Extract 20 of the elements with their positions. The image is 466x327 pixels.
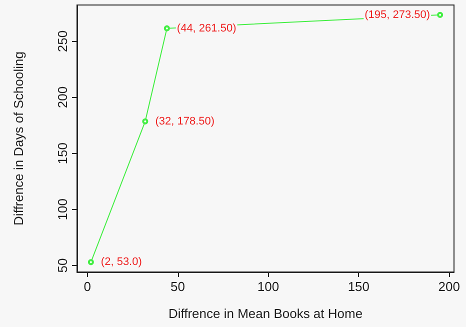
y-tick-label: 150: [55, 142, 70, 164]
data-label: (195, 273.50): [364, 8, 430, 21]
y-axis-title: Diffrence in Days of Schooling: [11, 52, 26, 226]
y-tick-label: 200: [55, 86, 70, 108]
data-label: (32, 178.50): [155, 115, 215, 128]
y-tick-label: 250: [55, 30, 70, 52]
point: [164, 25, 170, 32]
point: [142, 118, 148, 124]
data-label: (44, 261.50): [176, 22, 236, 34]
y-tick-label: 100: [55, 198, 70, 220]
point: [88, 259, 94, 266]
x-tick-label: 50: [170, 279, 185, 294]
y-tick-label: 50: [55, 258, 70, 273]
x-tick-label: 200: [438, 279, 460, 294]
x-tick-label: 0: [84, 279, 91, 294]
x-tick-label: 100: [257, 279, 280, 294]
x-tick-label: 150: [348, 279, 370, 294]
data-label: (2, 53.0): [100, 256, 142, 268]
x-axis-title: Diffrence in Mean Books at Home: [168, 306, 363, 321]
point: [437, 12, 444, 18]
